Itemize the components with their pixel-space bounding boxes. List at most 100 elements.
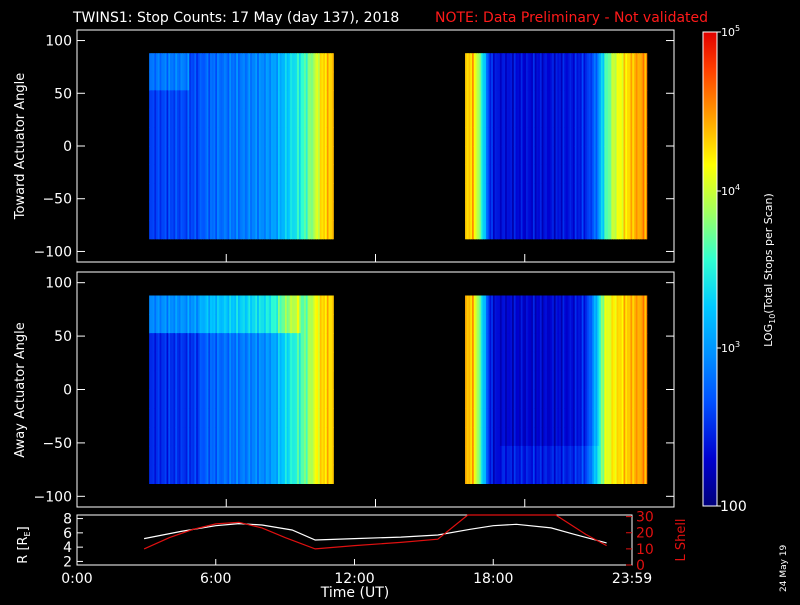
- heatmap-cell: [640, 370, 644, 390]
- heatmap-cell: [251, 314, 255, 334]
- heatmap-cell: [642, 108, 645, 128]
- heatmap-cell: [326, 464, 330, 484]
- heatmap-cell: [244, 351, 248, 372]
- heatmap-cell: [321, 295, 324, 315]
- heatmap-cell: [277, 351, 281, 372]
- heatmap-cell: [567, 201, 571, 221]
- heatmap-cell: [498, 71, 501, 91]
- heatmap-cell: [264, 333, 267, 353]
- heatmap-cell: [543, 90, 546, 110]
- heatmap-cell: [185, 90, 189, 110]
- heatmap-cell: [578, 90, 581, 110]
- heatmap-cell: [190, 127, 194, 147]
- heatmap-cell: [473, 314, 477, 334]
- heatmap-cell: [272, 108, 276, 128]
- heatmap-cell: [229, 71, 232, 91]
- heatmap-cell: [217, 370, 220, 390]
- heatmap-cell: [579, 108, 583, 128]
- heatmap-cell: [182, 164, 185, 184]
- heatmap-cell: [515, 53, 518, 73]
- heatmap-cell: [539, 370, 543, 390]
- heatmap-cell: [632, 389, 635, 409]
- heatmap-cell: [480, 389, 484, 409]
- heatmap-cell: [152, 351, 155, 372]
- heatmap-cell: [611, 351, 614, 372]
- heatmap-cell: [513, 127, 517, 147]
- heatmap-cell: [637, 389, 640, 409]
- heatmap-cell: [267, 333, 270, 353]
- heatmap-cell: [288, 333, 291, 353]
- heatmap-cell: [326, 108, 330, 128]
- heatmap-cell: [491, 220, 494, 240]
- heatmap-cell: [321, 183, 324, 203]
- heatmap-cell: [642, 127, 645, 147]
- heatmap-cell: [251, 201, 255, 221]
- heatmap-cell: [149, 370, 152, 390]
- heatmap-cell: [536, 183, 539, 203]
- heatmap-cell: [517, 427, 520, 447]
- heatmap-cell: [573, 408, 576, 428]
- heatmap-cell: [564, 464, 567, 484]
- heatmap-cell: [609, 351, 612, 372]
- heatmap-cell: [225, 351, 229, 372]
- heatmap-cell: [239, 71, 243, 91]
- heatmap-cell: [164, 201, 168, 221]
- heatmap-cell: [154, 333, 157, 353]
- heatmap-cell: [180, 146, 183, 166]
- heatmap-cell: [171, 90, 175, 110]
- heatmap-cell: [567, 370, 571, 390]
- heatmap-cell: [536, 53, 539, 73]
- heatmap-cell: [291, 146, 295, 166]
- heatmap-cell: [234, 53, 237, 73]
- heatmap-cell: [496, 314, 499, 334]
- heatmap-cell: [628, 183, 632, 203]
- heatmap-cell: [595, 53, 598, 73]
- heatmap-cell: [290, 427, 293, 447]
- heatmap-cell: [614, 108, 618, 128]
- heatmap-cell: [606, 164, 609, 184]
- heatmap-cell: [588, 464, 592, 484]
- heatmap-cell: [625, 389, 628, 409]
- heatmap-cell: [503, 71, 506, 91]
- heatmap-cell: [311, 164, 314, 184]
- heatmap-cell: [218, 127, 222, 147]
- heatmap-cell: [210, 201, 213, 221]
- heatmap-cell: [224, 183, 227, 203]
- heatmap-cell: [196, 146, 199, 166]
- heatmap-cell: [539, 90, 543, 110]
- heatmap-cell: [626, 464, 630, 484]
- heatmap-cell: [305, 201, 309, 221]
- heatmap-cell: [271, 427, 274, 447]
- heatmap-cell: [326, 90, 330, 110]
- heatmap-cell: [277, 220, 281, 240]
- heatmap-cell: [260, 464, 263, 484]
- heatmap-cell: [579, 427, 583, 447]
- heatmap-cell: [328, 201, 331, 221]
- heatmap-cell: [215, 427, 218, 447]
- heatmap-cell: [639, 427, 642, 447]
- heatmap-cell: [316, 220, 319, 240]
- heatmap-cell: [166, 314, 169, 334]
- heatmap-cell: [510, 370, 513, 390]
- heatmap-cell: [260, 220, 263, 240]
- heatmap-cell: [583, 201, 586, 221]
- heatmap-cell: [312, 220, 316, 240]
- heatmap-cell: [250, 164, 253, 184]
- heatmap-cell: [517, 464, 520, 484]
- heatmap-cell: [524, 220, 527, 240]
- heatmap-cell: [328, 90, 331, 110]
- heatmap-cell: [316, 333, 319, 353]
- heatmap-cell: [510, 183, 513, 203]
- heatmap-cell: [484, 146, 487, 166]
- heatmap-cell: [637, 146, 640, 166]
- heatmap-cell: [632, 220, 635, 240]
- heatmap-cell: [217, 427, 220, 447]
- heatmap-cell: [246, 90, 249, 110]
- heatmap-cell: [232, 389, 236, 409]
- heatmap-cell: [590, 220, 593, 240]
- heatmap-cell: [477, 220, 480, 240]
- heatmap-cell: [642, 427, 645, 447]
- heatmap-cell: [239, 389, 243, 409]
- heatmap-cell: [527, 370, 531, 390]
- heatmap-cell: [613, 370, 616, 390]
